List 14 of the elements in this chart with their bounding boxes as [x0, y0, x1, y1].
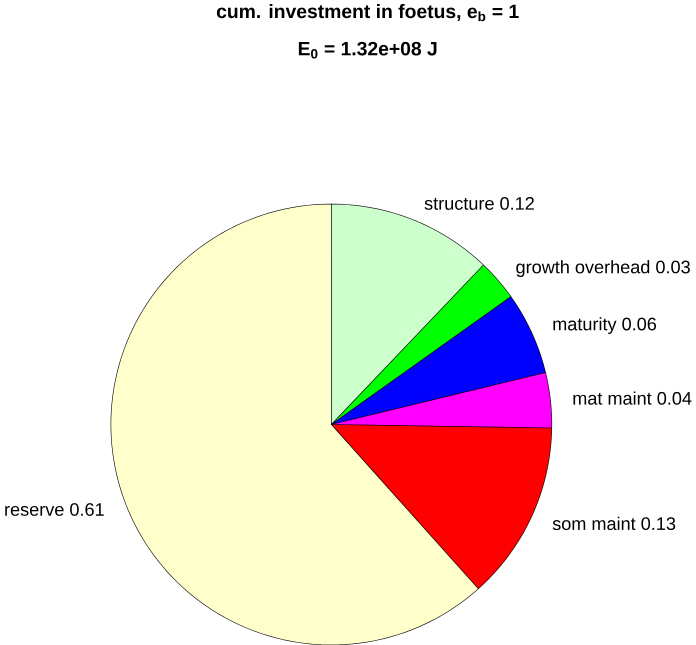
slice-label: mat maint — [573, 391, 652, 405]
data-label: 0.61 — [70, 502, 104, 516]
slice-label: som maint — [552, 516, 636, 530]
data-label: 0.06 — [622, 318, 656, 330]
chart-subtitle: E$_{0}$ = 1.32e+08 J — [298, 42, 436, 58]
chart-title: cum. investment in foetus, e$_{b}$ = 1 — [216, 4, 519, 22]
data-label: 0.13 — [641, 517, 676, 530]
data-label: 0.03 — [656, 260, 690, 274]
data-label: 0.12 — [500, 196, 534, 210]
data-label: 0.04 — [657, 392, 692, 405]
slice-label: maturity — [553, 317, 617, 334]
slice-label: reserve — [5, 506, 64, 516]
slice-label: growth overhead — [516, 260, 650, 277]
slice-label: structure — [424, 198, 494, 210]
